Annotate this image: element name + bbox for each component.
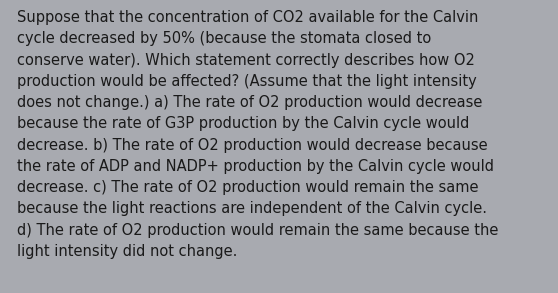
Text: Suppose that the concentration of CO2 available for the Calvin
cycle decreased b: Suppose that the concentration of CO2 av… — [17, 10, 498, 259]
